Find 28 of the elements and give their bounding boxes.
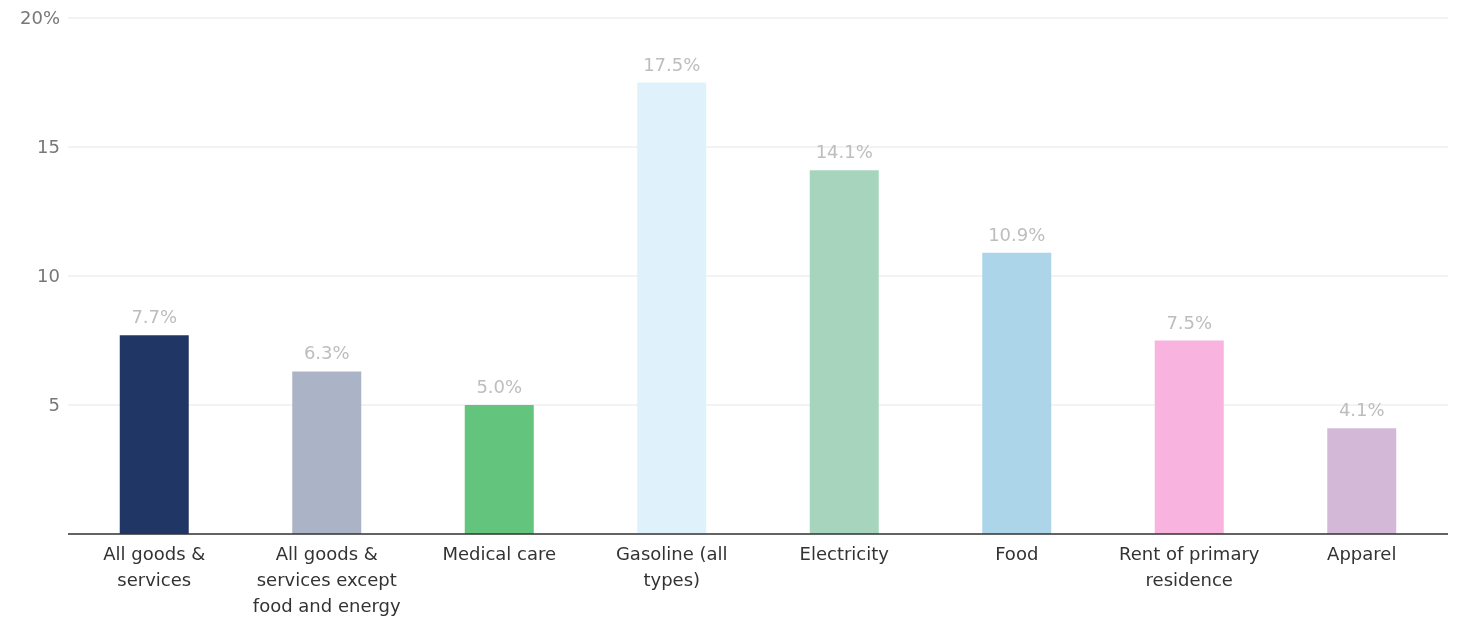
x-tick-label: All goods & services: [103, 543, 206, 590]
bar: [809, 170, 879, 534]
data-label: 7.7%: [131, 306, 178, 328]
bar: [982, 252, 1052, 534]
y-tick-label: 5: [48, 394, 60, 416]
x-tick-label: Apparel: [1327, 543, 1397, 564]
y-tick-label: 10: [37, 265, 60, 287]
bar: [119, 335, 189, 534]
y-tick-label: 15: [37, 136, 60, 158]
x-tick-label: Medical care: [442, 543, 557, 564]
x-tick-label: Gasoline (all types): [615, 543, 728, 590]
bar: [1154, 340, 1224, 534]
bar: [464, 405, 534, 534]
x-tick-label: All goods & services except food and energy: [252, 543, 401, 616]
bar: [292, 371, 362, 534]
data-label: 14.1%: [815, 141, 873, 163]
bar: [1327, 428, 1397, 534]
data-label: 17.5%: [643, 53, 701, 75]
x-tick-label: Rent of primary residence: [1119, 543, 1260, 590]
data-label: 5.0%: [476, 376, 523, 397]
data-label: 6.3%: [303, 342, 350, 364]
bar: [637, 82, 707, 534]
x-tick-label: Food: [995, 543, 1039, 564]
data-label: 10.9%: [988, 223, 1046, 245]
data-label: 7.5%: [1166, 311, 1213, 333]
x-tick-label: Electricity: [799, 543, 890, 564]
y-tick-label: 20%: [19, 7, 60, 29]
data-label: 4.1%: [1338, 399, 1385, 421]
